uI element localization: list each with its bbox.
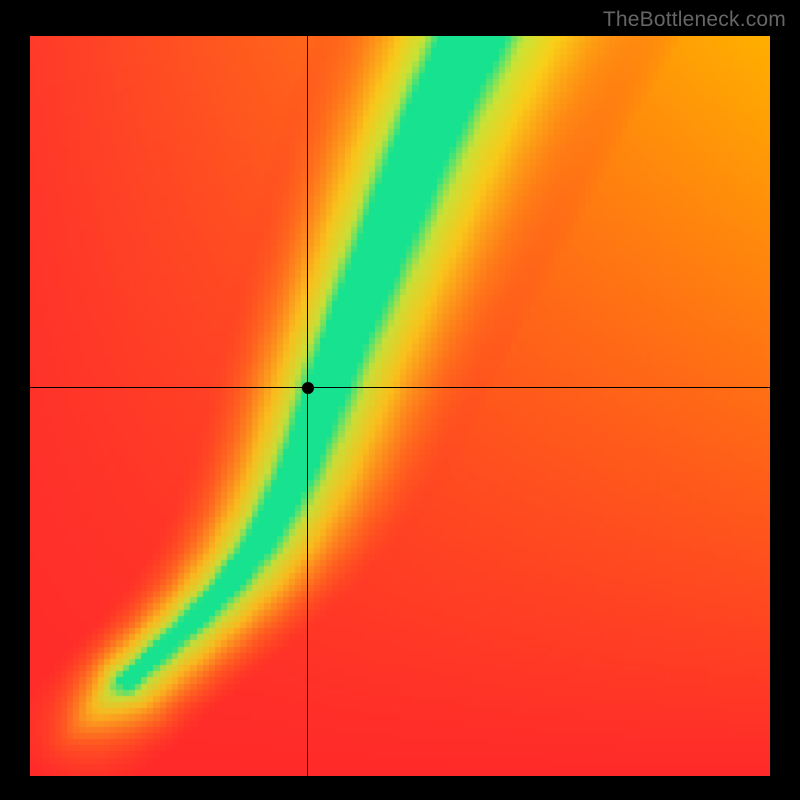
watermark-text: TheBottleneck.com bbox=[603, 8, 786, 32]
plot-area bbox=[30, 36, 770, 776]
chart-container: TheBottleneck.com bbox=[0, 0, 800, 800]
heatmap-canvas bbox=[30, 36, 770, 776]
